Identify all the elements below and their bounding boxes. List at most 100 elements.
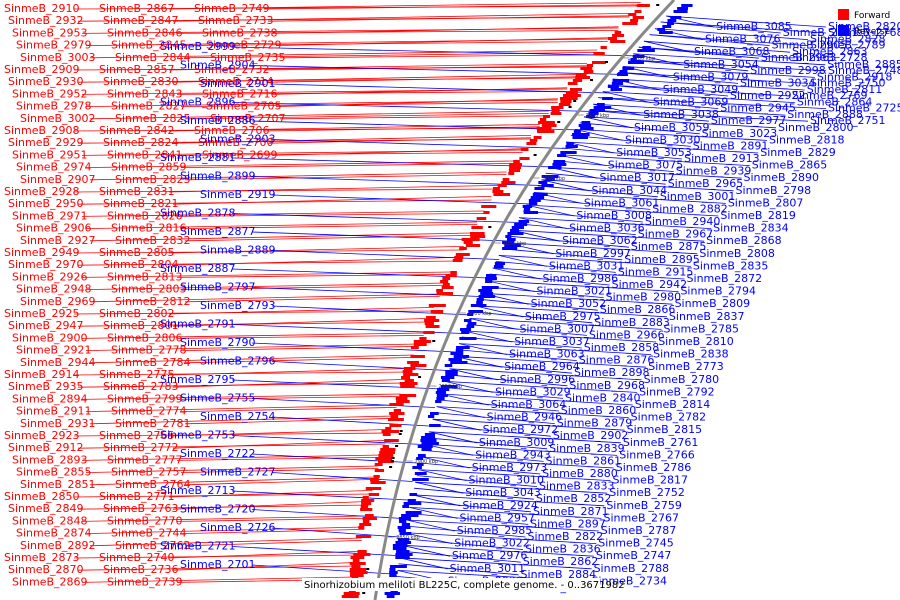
- gene-label[interactable]: SinmeB_2762: [115, 539, 191, 552]
- gene-label[interactable]: SinmeB_2921: [16, 344, 92, 357]
- gene-label[interactable]: SinmeB_2716: [202, 87, 278, 100]
- gene-label[interactable]: SinmeB_3063: [509, 348, 585, 361]
- gene-label[interactable]: SinmeB_2841: [107, 148, 183, 161]
- gene-label[interactable]: SinmeB_2892: [20, 539, 96, 552]
- gene-label[interactable]: SinmeB_2774: [111, 405, 187, 418]
- gene-label[interactable]: SinmeB_2879: [557, 417, 633, 430]
- gene-label[interactable]: SinmeB_2928: [4, 185, 80, 198]
- gene-label[interactable]: SinmeB_3003: [20, 51, 96, 64]
- gene-label[interactable]: SinmeB_3034: [740, 76, 816, 89]
- gene-label[interactable]: SinmeB_2778: [111, 344, 187, 357]
- gene-label[interactable]: SinmeB_2738: [202, 26, 278, 39]
- gene-label[interactable]: SinmeB_2788: [594, 562, 670, 575]
- gene-label[interactable]: SinmeB_3010: [468, 474, 544, 487]
- gene-label[interactable]: SinmeB_2979: [16, 39, 92, 52]
- gene-label[interactable]: SinmeB_2884: [521, 568, 597, 581]
- gene-label[interactable]: SinmeB_2870: [8, 563, 84, 576]
- gene-label[interactable]: SinmeB_2769: [792, 89, 868, 102]
- gene-label[interactable]: SinmeB_2825: [115, 112, 191, 125]
- gene-label[interactable]: SinmeB_2771: [99, 490, 175, 503]
- gene-label[interactable]: SinmeB_2755: [180, 392, 256, 405]
- gene-label[interactable]: SinmeB_3022: [454, 537, 530, 550]
- gene-label[interactable]: SinmeB_2980: [606, 291, 682, 304]
- gene-label[interactable]: SinmeB_2908: [4, 124, 80, 137]
- gene-label[interactable]: SinmeB_2971: [12, 209, 88, 222]
- gene-label[interactable]: SinmeB_2837: [669, 310, 745, 323]
- gene-label[interactable]: SinmeB_2832: [115, 234, 191, 247]
- gene-label[interactable]: SinmeB_2882: [652, 202, 728, 215]
- gene-label[interactable]: SinmeB_2767: [603, 511, 679, 524]
- gene-label[interactable]: SinmeB_2949: [4, 246, 80, 259]
- gene-label[interactable]: SinmeB_2808: [699, 247, 775, 260]
- gene-label[interactable]: SinmeB_2925: [4, 307, 80, 320]
- gene-label[interactable]: SinmeB_2957: [459, 511, 535, 524]
- gene-label[interactable]: SinmeB_2791: [160, 318, 236, 331]
- gene-label[interactable]: SinmeB_2923: [4, 429, 80, 442]
- gene-label[interactable]: SinmeB_2945: [720, 102, 796, 115]
- gene-label[interactable]: SinmeB_2926: [12, 270, 88, 283]
- gene-label[interactable]: SinmeB_3002: [20, 112, 96, 125]
- gene-label[interactable]: SinmeB_2930: [8, 75, 84, 88]
- gene-label[interactable]: SinmeB_2864: [797, 96, 873, 109]
- gene-label[interactable]: SinmeB_3053: [616, 146, 692, 159]
- gene-label[interactable]: SinmeB_2726: [200, 521, 276, 534]
- gene-label[interactable]: SinmeB_3076: [705, 33, 781, 46]
- gene-label[interactable]: SinmeB_2798: [736, 184, 812, 197]
- gene-label[interactable]: SinmeB_2830: [103, 75, 179, 88]
- gene-label[interactable]: SinmeB_3049: [663, 83, 739, 96]
- gene-label[interactable]: SinmeB_3054: [683, 58, 759, 71]
- gene-label[interactable]: SinmeB_2975: [525, 310, 601, 323]
- gene-label[interactable]: SinmeB_2783: [103, 380, 179, 393]
- gene-label[interactable]: SinmeB_3069: [653, 96, 729, 109]
- gene-label[interactable]: SinmeB_3029: [495, 385, 571, 398]
- gene-label[interactable]: SinmeB_2915: [618, 265, 694, 278]
- gene-label[interactable]: SinmeB_2732: [194, 63, 270, 76]
- gene-label[interactable]: SinmeB_2823: [115, 173, 191, 186]
- gene-label[interactable]: SinmeB_2705: [206, 100, 282, 113]
- gene-label[interactable]: SinmeB_3064: [491, 398, 567, 411]
- gene-label[interactable]: SinmeB_3037: [514, 335, 590, 348]
- gene-label[interactable]: SinmeB_2893: [12, 453, 88, 466]
- gene-label[interactable]: SinmeB_2849: [8, 502, 84, 515]
- gene-label[interactable]: SinmeB_3038: [643, 108, 719, 121]
- gene-label[interactable]: SinmeB_2817: [612, 474, 688, 487]
- gene-label[interactable]: SinmeB_2819: [720, 209, 796, 222]
- gene-label[interactable]: SinmeB_2714: [198, 75, 274, 88]
- gene-label[interactable]: SinmeB_2924: [462, 499, 538, 512]
- gene-label[interactable]: SinmeB_2871: [533, 505, 609, 518]
- gene-label[interactable]: SinmeB_2761: [623, 436, 699, 449]
- gene-label[interactable]: SinmeB_2740: [99, 551, 175, 564]
- gene-label[interactable]: SinmeB_2953: [12, 26, 88, 39]
- gene-label[interactable]: SinmeB_3011: [450, 562, 526, 575]
- gene-label[interactable]: SinmeB_2977: [711, 114, 787, 127]
- gene-label[interactable]: SinmeB_2910: [4, 2, 80, 15]
- gene-label[interactable]: SinmeB_2967: [638, 228, 714, 241]
- gene-label[interactable]: SinmeB_2700: [198, 136, 274, 149]
- gene-label[interactable]: SinmeB_2872: [687, 272, 763, 285]
- gene-label[interactable]: SinmeB_2744: [111, 527, 187, 540]
- gene-label[interactable]: SinmeB_2891: [693, 139, 769, 152]
- gene-label[interactable]: SinmeB_2873: [4, 551, 80, 564]
- gene-label[interactable]: SinmeB_2944: [20, 356, 96, 369]
- gene-label[interactable]: SinmeB_2815: [627, 423, 703, 436]
- gene-label[interactable]: SinmeB_2810: [658, 335, 734, 348]
- gene-label[interactable]: SinmeB_2867: [99, 2, 175, 15]
- gene-label[interactable]: SinmeB_2868: [706, 234, 782, 247]
- gene-label[interactable]: SinmeB_2745: [598, 537, 674, 550]
- gene-label[interactable]: SinmeB_2852: [536, 492, 612, 505]
- gene-label[interactable]: SinmeB_2790: [180, 336, 256, 349]
- gene-label[interactable]: SinmeB_2866: [600, 303, 676, 316]
- gene-label[interactable]: SinmeB_3052: [531, 297, 607, 310]
- gene-label[interactable]: SinmeB_2974: [16, 161, 92, 174]
- gene-label[interactable]: SinmeB_2747: [596, 549, 672, 562]
- gene-label[interactable]: SinmeB_2914: [4, 368, 80, 381]
- gene-label[interactable]: SinmeB_2753: [160, 429, 236, 442]
- gene-label[interactable]: SinmeB_3017: [600, 171, 676, 184]
- gene-label[interactable]: SinmeB_2894: [12, 392, 88, 405]
- gene-label[interactable]: SinmeB_2964: [504, 360, 580, 373]
- gene-label[interactable]: SinmeB_2848: [12, 514, 88, 527]
- gene-label[interactable]: SinmeB_3036: [569, 222, 645, 235]
- gene-label[interactable]: SinmeB_2947: [8, 319, 84, 332]
- gene-label[interactable]: SinmeB_2877: [180, 225, 256, 238]
- gene-label[interactable]: SinmeB_2784: [115, 356, 191, 369]
